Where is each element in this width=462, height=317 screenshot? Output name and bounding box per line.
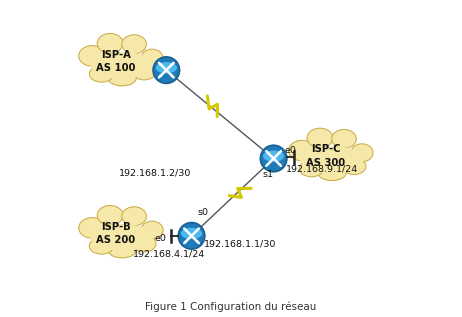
Ellipse shape <box>263 151 284 162</box>
Polygon shape <box>278 151 281 154</box>
Ellipse shape <box>89 238 114 254</box>
Ellipse shape <box>122 207 146 226</box>
Polygon shape <box>170 74 174 77</box>
Ellipse shape <box>342 158 366 175</box>
Ellipse shape <box>97 205 123 225</box>
Polygon shape <box>184 240 188 243</box>
Polygon shape <box>184 229 188 232</box>
Polygon shape <box>266 163 269 166</box>
Circle shape <box>153 57 180 83</box>
Ellipse shape <box>181 228 202 239</box>
Polygon shape <box>196 240 199 243</box>
Ellipse shape <box>108 242 136 258</box>
Ellipse shape <box>332 129 356 148</box>
Text: 192.168.9.1/24: 192.168.9.1/24 <box>286 164 359 173</box>
Circle shape <box>165 69 168 71</box>
Ellipse shape <box>133 63 156 80</box>
Ellipse shape <box>307 128 333 148</box>
Text: e0: e0 <box>285 146 297 155</box>
Text: s1: s1 <box>262 170 274 179</box>
Text: e0: e0 <box>155 234 166 243</box>
Ellipse shape <box>122 35 146 54</box>
Polygon shape <box>159 63 162 66</box>
Text: ISP-B
AS 200: ISP-B AS 200 <box>96 222 135 245</box>
Ellipse shape <box>97 34 123 53</box>
Text: 192.168.1.1/30: 192.168.1.1/30 <box>204 240 277 249</box>
Ellipse shape <box>91 52 154 79</box>
Text: Figure 1 Configuration du réseau: Figure 1 Configuration du réseau <box>146 301 316 312</box>
Circle shape <box>190 235 193 237</box>
Ellipse shape <box>108 70 136 86</box>
Ellipse shape <box>141 221 163 239</box>
Ellipse shape <box>289 140 316 161</box>
Text: 192.168.1.2/30: 192.168.1.2/30 <box>119 168 192 177</box>
Ellipse shape <box>79 46 105 66</box>
Ellipse shape <box>300 147 364 173</box>
Ellipse shape <box>156 62 177 73</box>
Polygon shape <box>170 63 174 66</box>
Circle shape <box>261 145 287 172</box>
Polygon shape <box>278 163 281 166</box>
Ellipse shape <box>299 160 324 177</box>
Ellipse shape <box>133 236 156 252</box>
Ellipse shape <box>351 144 373 162</box>
Ellipse shape <box>141 49 163 67</box>
Text: ISP-A
AS 100: ISP-A AS 100 <box>96 50 135 73</box>
Polygon shape <box>266 151 269 154</box>
Text: 192.168.4.1/24: 192.168.4.1/24 <box>133 249 205 259</box>
Circle shape <box>178 223 205 249</box>
Ellipse shape <box>91 224 154 251</box>
Ellipse shape <box>318 165 346 181</box>
Polygon shape <box>159 74 162 77</box>
Text: s0: s0 <box>198 208 209 217</box>
Circle shape <box>272 157 275 160</box>
Ellipse shape <box>89 66 114 82</box>
Ellipse shape <box>79 218 105 238</box>
Polygon shape <box>196 229 199 232</box>
Text: ISP-C
AS 300: ISP-C AS 300 <box>306 144 345 168</box>
